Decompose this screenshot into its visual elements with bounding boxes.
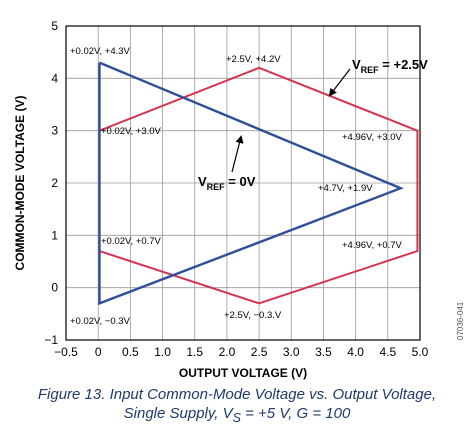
x-tick-label: 2.0	[219, 345, 236, 359]
x-tick-label: 3.0	[283, 345, 300, 359]
vref-2-5-annotation: VREF = +2.5V	[352, 57, 428, 75]
y-tick-label: 3	[51, 124, 58, 138]
vref-0-series-line	[98, 61, 404, 306]
point-label: +4.7V, +1.9V	[318, 183, 373, 194]
series-layer	[98, 61, 419, 306]
x-tick-label: 0	[95, 345, 102, 359]
caption-line-2: Single Supply, VS = +5 V, G = 100	[123, 405, 351, 425]
point-label: +4.96V, +0.7V	[342, 240, 403, 251]
y-tick-label: −1	[44, 333, 58, 347]
plot-frame	[65, 25, 421, 341]
vref-0-annotation: VREF = 0V	[198, 174, 256, 192]
x-tick-label: 4.5	[379, 345, 396, 359]
x-tick-label: 5.0	[412, 345, 429, 359]
caption-line-1: Figure 13. Input Common-Mode Voltage vs.…	[37, 386, 437, 403]
point-labels: +0.02V, +4.3V +2.5V, +4.2V +0.02V, +3.0V +4…	[70, 46, 403, 327]
point-label: +2.5V, −0.3.V	[224, 310, 282, 321]
point-label: +0.02V, +0.7V	[101, 236, 162, 247]
chart: −0.5 0 0.5 1.0 1.5 2.0 2.5 3.0 3.5 4.0 4.5 5.0 −1 0 1…	[13, 19, 465, 380]
point-label: +0.02V, −0.3V	[70, 316, 131, 327]
x-axis-title: OUTPUT VOLTAGE (V)	[179, 366, 307, 380]
y-tick-label: 1	[51, 228, 58, 242]
y-axis-title: COMMON-MODE VOLTAGE (V)	[13, 96, 27, 271]
x-tick-label: 2.5	[251, 345, 268, 359]
y-tick-label: 5	[51, 19, 58, 33]
x-tick-label: 4.0	[347, 345, 364, 359]
x-tick-label: 0.5	[122, 345, 139, 359]
x-tick-label: −0.5	[54, 345, 78, 359]
y-tick-labels: −1 0 1 2 3 4 5	[44, 19, 58, 347]
x-tick-label: 1.5	[186, 345, 203, 359]
figure-caption: Figure 13. Input Common-Mode Voltage vs.…	[0, 385, 474, 428]
y-tick-label: 0	[51, 281, 58, 295]
point-label: +2.5V, +4.2V	[226, 54, 281, 65]
figure-code: 07036-041	[456, 301, 465, 340]
x-tick-label: 3.5	[315, 345, 332, 359]
point-label: +0.02V, +4.3V	[70, 46, 131, 57]
vref-0-arrow	[231, 135, 244, 173]
y-tick-label: 2	[51, 176, 58, 190]
x-tick-labels: −0.5 0 0.5 1.0 1.5 2.0 2.5 3.0 3.5 4.0 4.5 5.0	[54, 345, 429, 359]
vref-2-5-arrow	[328, 68, 351, 97]
grid	[66, 26, 420, 340]
point-label: +4.96V, +3.0V	[342, 132, 403, 143]
x-tick-label: 1.0	[154, 345, 171, 359]
y-tick-label: 4	[51, 71, 58, 85]
point-label: +0.02V, +3.0V	[101, 126, 162, 137]
